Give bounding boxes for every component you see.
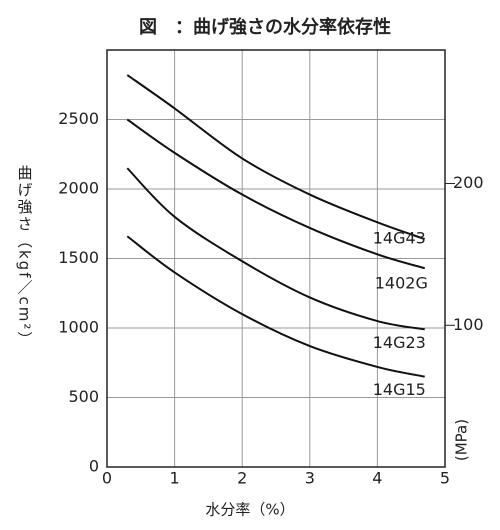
series-line [126, 235, 425, 378]
series-label: 14G43 [373, 229, 426, 248]
x-tick-label: 5 [440, 469, 450, 488]
y-tick-label: 2000 [58, 179, 99, 198]
y-tick-label: 500 [68, 387, 99, 406]
y-axis-label: 曲げ強さ（kgf／cm²） [16, 165, 34, 348]
series-line [126, 74, 426, 240]
series-label: 1402G [375, 274, 428, 293]
chart-title: 図 ：曲げ強さの水分率依存性 [139, 16, 391, 38]
y2-tick-label: 100 [453, 315, 484, 334]
x-tick-label: 0 [102, 469, 112, 488]
series-line [126, 118, 426, 270]
x-tick-label: 2 [237, 469, 247, 488]
y2-axis-label: (MPa) [453, 419, 471, 461]
series-line [126, 167, 425, 331]
series-label: 14G23 [373, 333, 426, 352]
x-tick-label: 1 [170, 469, 180, 488]
x-tick-label: 3 [305, 469, 315, 488]
series-label: 14G15 [373, 380, 426, 399]
y-tick-label: 0 [89, 457, 99, 476]
y-tick-label: 2500 [58, 109, 99, 128]
y2-tick-label: 200 [453, 173, 484, 192]
y-tick-label: 1500 [58, 248, 99, 267]
x-tick-label: 4 [372, 469, 382, 488]
x-axis-label: 水分率（%） [205, 501, 294, 519]
y-tick-label: 1000 [58, 318, 99, 337]
plot-frame [106, 49, 446, 468]
